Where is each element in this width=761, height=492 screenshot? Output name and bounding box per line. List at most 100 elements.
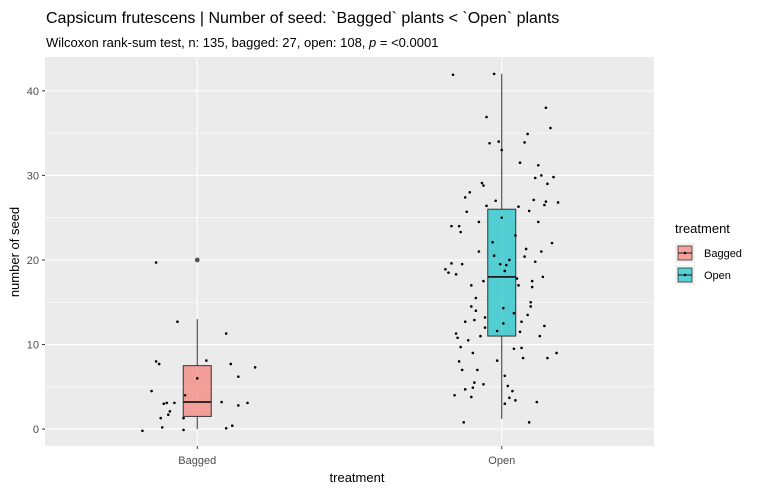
data-point	[474, 296, 478, 300]
data-point	[543, 324, 546, 328]
data-point	[538, 334, 542, 338]
data-point	[501, 306, 505, 310]
data-point	[523, 141, 526, 144]
data-point	[501, 322, 505, 325]
data-point	[485, 115, 488, 119]
data-point	[463, 196, 467, 199]
legend-item-open: Open	[675, 265, 731, 285]
data-point	[515, 277, 519, 280]
data-point	[527, 209, 531, 213]
data-point	[220, 400, 223, 404]
data-point	[543, 203, 546, 207]
data-point	[454, 273, 458, 276]
data-point	[456, 336, 459, 340]
data-point	[154, 261, 158, 264]
data-point	[470, 395, 473, 399]
data-point	[517, 205, 520, 208]
data-point	[556, 201, 560, 204]
plot-panel	[45, 57, 654, 446]
data-point	[176, 320, 179, 323]
data-point	[505, 263, 508, 267]
data-point	[495, 359, 499, 362]
chart-subtitle: Wilcoxon rank-sum test, n: 135, bagged: …	[46, 35, 438, 50]
data-point	[524, 247, 528, 251]
data-point	[463, 320, 467, 323]
data-point	[546, 356, 549, 360]
legend-key-point	[683, 273, 687, 277]
data-point	[173, 401, 176, 405]
data-point	[457, 360, 461, 363]
data-point	[541, 275, 545, 279]
data-point	[444, 267, 447, 271]
data-point	[552, 175, 555, 179]
box-open	[487, 208, 517, 337]
data-point	[205, 359, 208, 362]
data-point	[526, 313, 529, 317]
legend-title: treatment	[675, 221, 730, 236]
data-point	[165, 401, 169, 405]
legend-label: Open	[704, 270, 731, 282]
data-point	[529, 305, 532, 308]
data-point	[495, 329, 499, 333]
legend-key-point	[683, 251, 687, 255]
data-point	[477, 250, 481, 253]
outlier-point	[194, 257, 200, 263]
data-point	[141, 429, 144, 433]
data-point	[533, 176, 537, 180]
data-point	[497, 140, 501, 143]
y-tick-label: 10	[27, 340, 39, 352]
x-axis-title: treatment	[330, 470, 385, 485]
legend-label: Bagged	[704, 248, 742, 260]
data-point	[224, 332, 228, 335]
data-point	[150, 389, 153, 393]
data-point	[514, 234, 517, 237]
data-point	[482, 382, 485, 386]
data-point	[530, 279, 534, 283]
data-point	[457, 224, 461, 228]
data-point	[533, 260, 537, 263]
box-bagged	[182, 365, 212, 417]
data-point	[508, 396, 511, 400]
data-point	[485, 204, 488, 208]
legend: treatment Bagged Open	[675, 221, 742, 285]
data-point	[451, 73, 455, 77]
data-point	[224, 426, 228, 430]
data-point	[474, 309, 478, 312]
data-point	[546, 182, 549, 186]
data-point	[459, 230, 462, 234]
data-point	[479, 334, 482, 338]
data-point	[544, 106, 548, 110]
data-point	[459, 345, 462, 349]
data-point	[491, 240, 494, 244]
data-point	[450, 262, 453, 265]
data-point	[512, 311, 516, 315]
data-point	[527, 421, 531, 424]
subtitle-p-symbol: p	[368, 35, 376, 50]
data-point	[466, 338, 470, 342]
data-point	[473, 381, 476, 384]
data-point	[470, 284, 473, 287]
data-point	[460, 262, 464, 266]
data-point	[473, 318, 476, 322]
data-point	[540, 174, 543, 177]
y-tick-label: 40	[27, 86, 39, 98]
data-point	[183, 393, 187, 397]
data-point	[512, 347, 516, 351]
data-point	[159, 416, 163, 420]
data-point	[492, 254, 496, 258]
chart-marks	[141, 72, 560, 433]
y-tick-label: 0	[33, 424, 39, 436]
data-point	[450, 224, 453, 228]
y-axis: 0 10 20 30 40	[27, 86, 45, 436]
data-point	[246, 401, 249, 405]
data-point	[453, 393, 456, 397]
data-point	[503, 374, 507, 378]
data-point	[157, 362, 161, 366]
data-point	[494, 199, 497, 203]
data-point	[483, 316, 487, 319]
legend-item-bagged: Bagged	[675, 243, 742, 263]
data-point	[506, 384, 510, 388]
data-point	[154, 360, 158, 363]
data-point	[468, 191, 472, 194]
